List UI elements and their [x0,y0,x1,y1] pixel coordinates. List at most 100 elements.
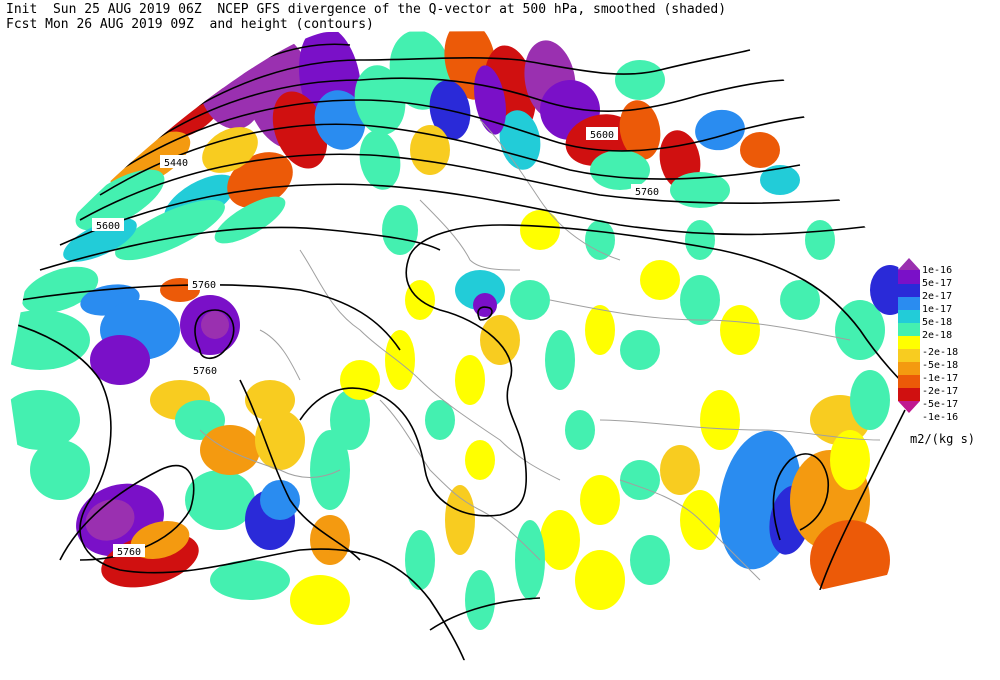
colorbar-swatch [898,336,920,349]
height-contour [194,309,235,360]
colorbar-label: -1e-17 [922,373,959,384]
contour-label: 5760 [113,544,145,558]
colorbar-label: -2e-18 [922,347,959,358]
svg-text:5760: 5760 [635,187,659,198]
colorbar-label: 2e-18 [922,330,953,341]
height-contour [8,319,466,662]
colorbar-swatch [898,270,920,284]
shade-blob [760,165,800,195]
svg-text:5600: 5600 [590,130,614,141]
height-contour [79,153,841,221]
shade-blob [580,475,620,525]
svg-text:5760: 5760 [192,280,216,291]
shade-blob [805,220,835,260]
coastline [419,199,521,271]
colorbar-label: 1e-17 [922,304,953,315]
svg-text:5760: 5760 [117,547,141,558]
shade-blob [670,172,730,208]
shade-blob [619,100,661,160]
coastline [379,399,541,561]
shade-blob [465,570,495,630]
shade-blob [210,560,290,600]
shade-blob [640,260,680,300]
colorbar-swatch [898,349,920,362]
svg-text:5600: 5600 [96,221,120,232]
height-contour [99,123,801,196]
coastline [549,299,851,341]
colorbar-label: 5e-18 [922,317,953,328]
shade-blob [615,60,665,100]
colorbar-label: -5e-17 [922,399,959,410]
shade-blob [90,335,150,385]
shade-blob [780,280,820,320]
shade-blob [227,152,293,208]
shade-blob [575,550,625,610]
colorbar-label: 2e-17 [922,291,953,302]
shade-blob [255,410,305,470]
colorbar-label: 5e-17 [922,278,953,289]
shade-blob [480,315,520,365]
shade-blob [720,305,760,355]
shade-blob [465,440,495,480]
shade-blob [590,150,650,190]
shade-blob [680,275,720,325]
svg-text:5440: 5440 [164,158,188,169]
shade-blob [585,305,615,355]
colorbar-units: m2/(kg s) [910,432,976,446]
height-contours [8,43,908,662]
shade-blob [201,311,229,339]
shade-blob [185,470,255,530]
contour-label: 5760 [189,363,221,377]
shade-blob [214,196,286,244]
coastlines [199,119,881,581]
shade-blob [314,90,366,150]
height-contour [139,77,791,151]
colorbar-swatch [898,362,920,375]
shade-blob [30,440,90,500]
shade-blob [620,330,660,370]
shade-blob [8,390,80,450]
colorbar-swatch [898,375,920,388]
shade-blob [700,390,740,450]
coastline [599,419,881,441]
height-contour [429,597,541,631]
shade-blob [850,370,890,430]
height-contour [119,99,831,171]
shade-blob [740,132,780,168]
colorbar-swatch [898,323,920,336]
shade-blob [382,205,418,255]
shade-blob [455,355,485,405]
contour-label: 5440 [160,155,192,169]
colorbar-label: -1e-16 [922,412,959,423]
height-contour [772,453,830,541]
shade-blob [115,199,225,261]
shade-blob [21,266,99,314]
colorbar-label: 1e-16 [922,265,953,276]
colorbar-label: -2e-17 [922,386,959,397]
shade-blob [425,400,455,440]
shade-blob [272,91,328,169]
contour-labels: 5440 5600 5760 5760 5760 5600 5760 [92,127,663,558]
header-line-2: Fcst Mon 26 AUG 2019 09Z and height (con… [6,17,374,32]
contour-label: 5600 [586,127,618,141]
shade-blob [510,280,550,320]
height-contour [159,49,751,131]
coastline [479,119,621,261]
shade-blob [473,293,497,317]
height-contour [59,183,881,246]
height-contour [299,224,908,517]
shade-blob [585,220,615,260]
colorbar-label: -5e-18 [922,360,959,371]
coastline [199,429,341,478]
colorbar-swatch [898,388,920,401]
header-line-1: Init Sun 25 AUG 2019 06Z NCEP GFS diverg… [6,2,727,17]
shade-blob [660,445,700,495]
coastline [299,249,561,481]
height-contour [477,306,493,321]
shade-blob [200,425,260,475]
shade-blob [202,127,258,173]
shade-blob [310,515,350,565]
shade-blob [474,65,506,135]
contour-label: 5600 [92,218,124,232]
